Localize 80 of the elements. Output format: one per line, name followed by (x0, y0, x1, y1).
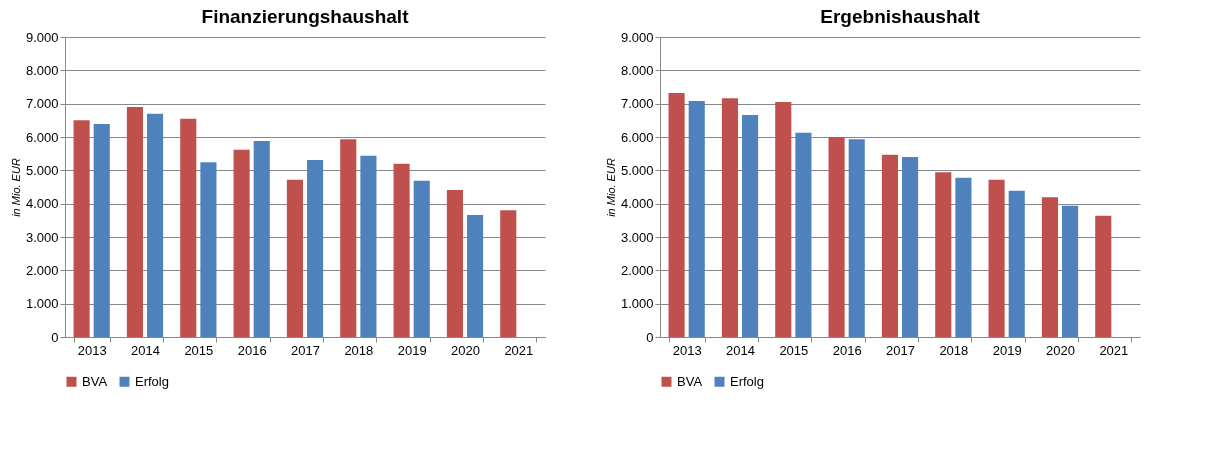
y-axis-title: in Mio. EUR (9, 158, 22, 217)
x-tick-label: 2021 (1099, 342, 1129, 358)
bar (180, 118, 197, 337)
y-tick-label: 9.000 (25, 29, 59, 45)
y-tick-label: 6.000 (620, 129, 654, 145)
bar (955, 177, 972, 337)
bar (467, 215, 484, 337)
x-tick-label: 2016 (832, 342, 862, 358)
y-tick-label: 2.000 (620, 262, 654, 278)
chart-title: Finanzierungshaushalt (201, 6, 410, 27)
x-tick-label: 2013 (77, 342, 107, 358)
x-tick-label: 2018 (344, 342, 374, 358)
y-tick-label: 1.000 (620, 296, 654, 312)
bar (668, 93, 685, 337)
bar (500, 210, 517, 337)
y-tick-label: 2.000 (25, 262, 59, 278)
bar (1041, 197, 1058, 337)
y-tick-label: 5.000 (25, 162, 59, 178)
bar (93, 124, 110, 337)
y-tick-label: 4.000 (25, 196, 59, 212)
y-tick-label: 6.000 (25, 129, 59, 145)
bar (742, 115, 759, 337)
bar (393, 163, 410, 337)
bar (775, 102, 792, 337)
bar (307, 160, 324, 337)
y-tick-label: 0 (51, 329, 59, 345)
bar (988, 179, 1005, 337)
y-tick-label: 3.000 (25, 229, 59, 245)
bar (1095, 215, 1112, 337)
bar (233, 149, 250, 337)
x-tick-label: 2018 (939, 342, 969, 358)
bar (147, 113, 164, 337)
x-tick-label: 2020 (1046, 342, 1075, 358)
bar (1062, 205, 1079, 337)
bar (881, 154, 898, 337)
x-tick-label: 2020 (451, 342, 480, 358)
y-tick-label: 4.000 (620, 196, 654, 212)
x-tick-label: 2014 (726, 342, 755, 358)
bar (902, 157, 919, 337)
bar (253, 141, 270, 337)
y-tick-label: 7.000 (620, 96, 654, 112)
bar (360, 155, 377, 337)
bar (126, 107, 143, 337)
x-tick-label: 2013 (672, 342, 702, 358)
y-axis-title: in Mio. EUR (604, 158, 617, 217)
y-tick-label: 0 (646, 329, 654, 345)
bar (935, 172, 952, 337)
legend-label: BVA (677, 373, 703, 389)
bar (795, 132, 812, 337)
chart-title: Ergebnishaushalt (820, 6, 981, 27)
bar (446, 190, 463, 337)
bar (688, 101, 705, 337)
bar (1008, 190, 1025, 337)
legend-label: BVA (82, 373, 108, 389)
x-tick-label: 2015 (184, 342, 214, 358)
y-tick-label: 8.000 (620, 62, 654, 78)
legend-label: Erfolg (730, 373, 764, 389)
x-tick-label: 2019 (397, 342, 427, 358)
y-tick-label: 8.000 (25, 62, 59, 78)
x-tick-label: 2014 (131, 342, 160, 358)
x-tick-label: 2021 (504, 342, 534, 358)
x-tick-label: 2017 (291, 342, 320, 358)
bar (413, 180, 430, 337)
bar (200, 162, 217, 337)
bar (73, 120, 90, 337)
bar (286, 179, 303, 337)
x-tick-label: 2017 (886, 342, 915, 358)
legend-label: Erfolg (135, 373, 169, 389)
bar (848, 139, 865, 337)
y-tick-label: 9.000 (620, 29, 654, 45)
x-tick-label: 2019 (992, 342, 1022, 358)
y-tick-label: 5.000 (620, 162, 654, 178)
y-tick-label: 3.000 (620, 229, 654, 245)
x-tick-label: 2016 (237, 342, 267, 358)
bar (340, 139, 357, 337)
x-tick-label: 2015 (779, 342, 809, 358)
y-tick-label: 7.000 (25, 96, 59, 112)
bar (828, 137, 845, 337)
bar (721, 98, 738, 337)
y-tick-label: 1.000 (25, 296, 59, 312)
